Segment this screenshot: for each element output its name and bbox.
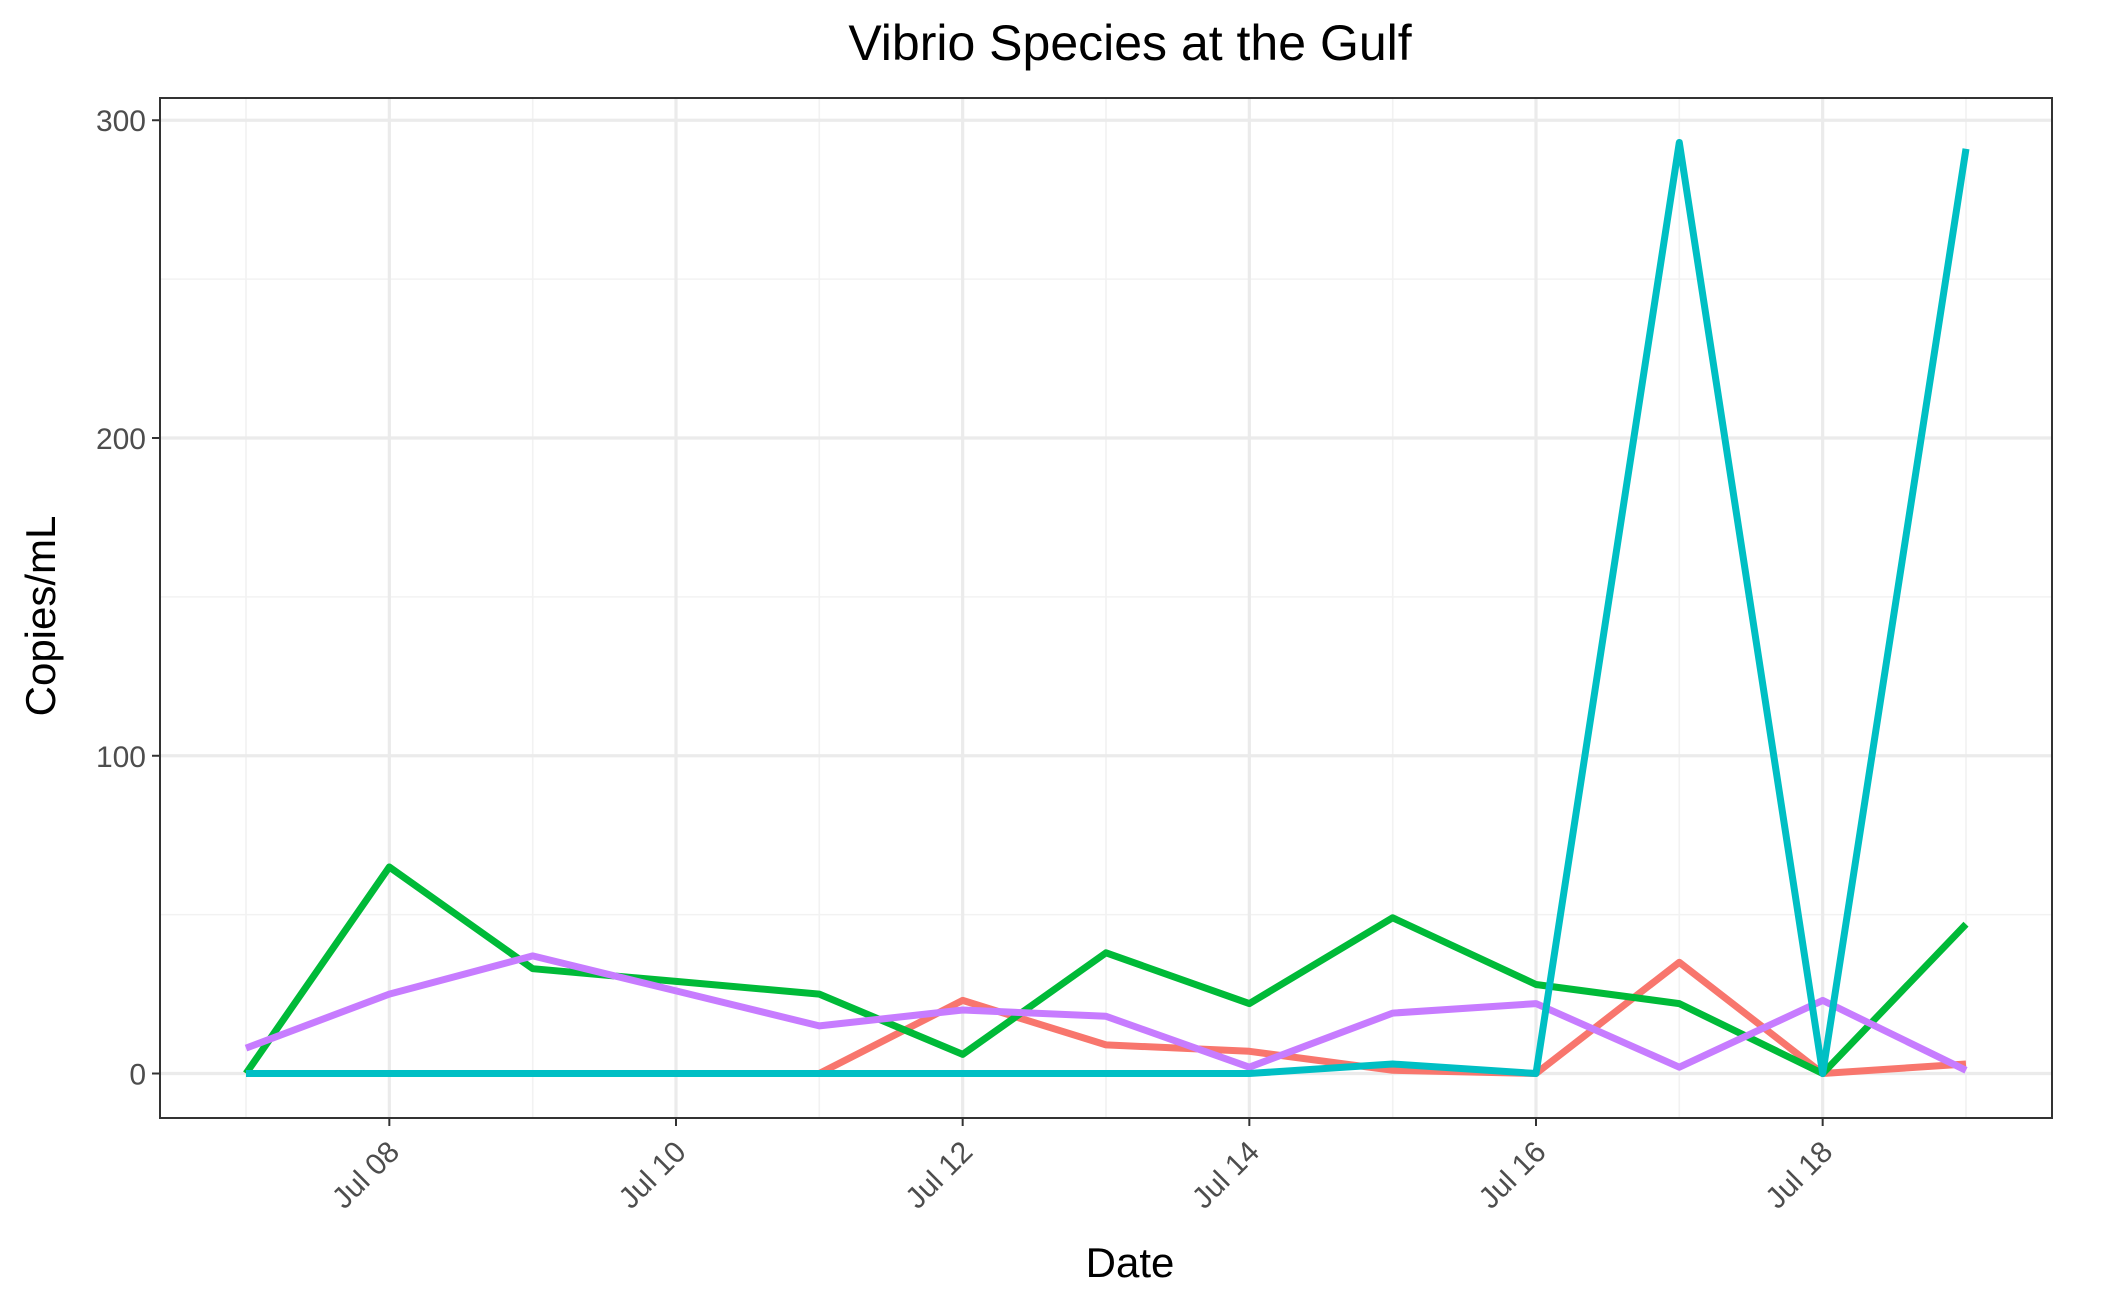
series-line-2 xyxy=(243,863,1969,1077)
chart-title: Vibrio Species at the Gulf xyxy=(848,15,1411,71)
y-tick-label: 100 xyxy=(96,741,146,774)
series-line-4 xyxy=(246,139,1970,1077)
x-tick-label: Jul 18 xyxy=(1759,1135,1839,1215)
y-axis-title: Copies/mL xyxy=(17,516,64,717)
y-tick-label: 300 xyxy=(96,105,146,138)
x-tick-label: Jul 12 xyxy=(899,1135,979,1215)
y-tick-label: 0 xyxy=(129,1059,146,1092)
series-line-3 xyxy=(244,952,1968,1074)
x-tick-label: Jul 08 xyxy=(326,1135,406,1215)
x-axis-title: Date xyxy=(1086,1239,1175,1286)
x-tick-label: Jul 16 xyxy=(1473,1135,1553,1215)
panel-border xyxy=(159,97,2053,1119)
x-tick-label: Jul 10 xyxy=(613,1135,693,1215)
plot-area: 0 100 200 300 Jul 08 Jul 10 Jul 12 Jul 14 Jul 16… xyxy=(96,97,2053,1215)
x-tick-label: Jul 14 xyxy=(1186,1135,1266,1215)
y-tick-label: 200 xyxy=(96,423,146,456)
